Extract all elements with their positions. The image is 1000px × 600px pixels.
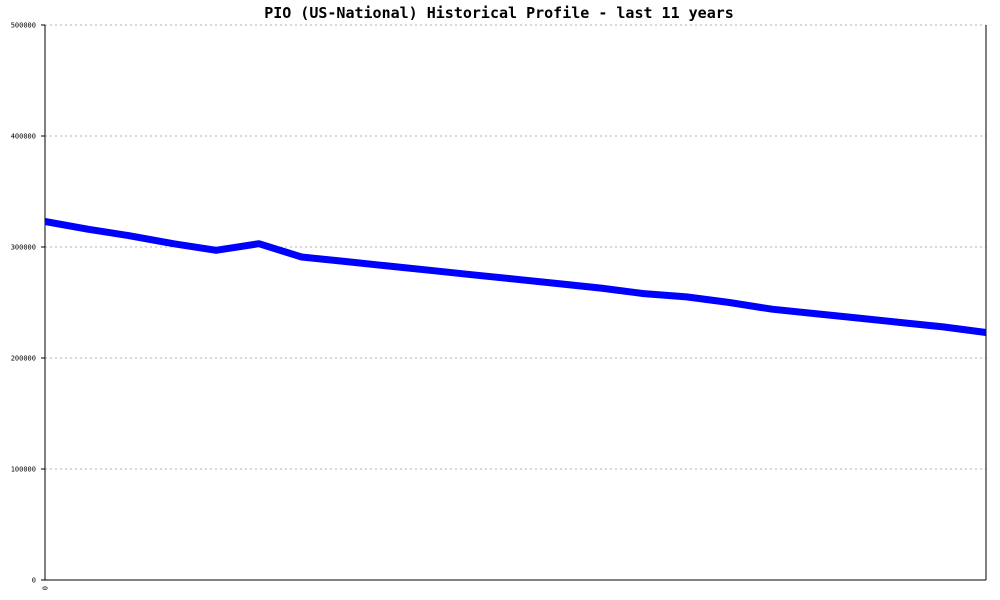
tick-labels: 0 100000 200000 300000 400000 500000 0 [11, 22, 50, 591]
axes [41, 24, 987, 581]
y-tick-label: 0 [32, 577, 36, 585]
y-tick-label: 300000 [11, 244, 36, 252]
y-tick-label: 100000 [11, 466, 36, 474]
chart-title: PIO (US-National) Historical Profile - l… [264, 4, 734, 22]
y-tick-label: 500000 [11, 22, 36, 30]
y-tick-label: 200000 [11, 355, 36, 363]
x-tick-label: 0 [42, 586, 50, 590]
series-line [44, 218, 987, 336]
y-tick-label: 400000 [11, 133, 36, 141]
series-layer [44, 218, 987, 336]
